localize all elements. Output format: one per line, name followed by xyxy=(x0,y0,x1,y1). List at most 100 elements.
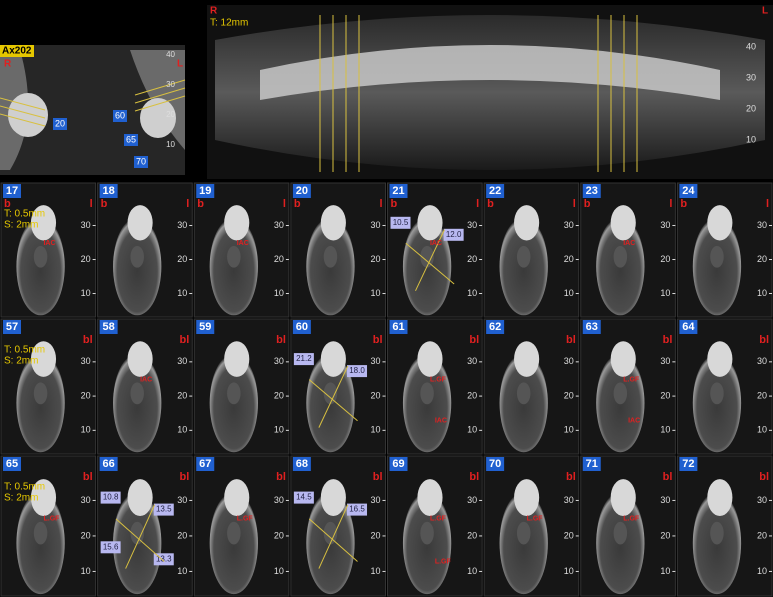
measure-line xyxy=(405,242,455,285)
annotation: L.GF xyxy=(435,558,452,565)
slice-number: 21 xyxy=(392,185,404,197)
marker-label: 20 xyxy=(55,118,65,128)
orientation: L xyxy=(762,6,768,17)
orientation: bl xyxy=(83,471,93,483)
slice-info: S: 2mm xyxy=(4,356,38,367)
orientation: R xyxy=(4,59,12,70)
canal xyxy=(323,521,338,545)
slice-number: 62 xyxy=(489,321,501,333)
scale-label: 10 xyxy=(564,566,574,576)
scale-label: 30 xyxy=(757,220,767,230)
scale-label: 30 xyxy=(467,220,477,230)
canal xyxy=(227,382,241,405)
scale-label: 30 xyxy=(564,356,574,366)
scale-label: 10 xyxy=(81,566,91,576)
tooth xyxy=(417,479,443,517)
canal xyxy=(33,382,48,405)
slice-number-box xyxy=(99,184,118,198)
tooth xyxy=(514,479,540,517)
section-panel: 58 bl 30 20 10 IAC xyxy=(97,318,193,455)
canal xyxy=(613,245,628,268)
scale-label: 10 xyxy=(370,425,380,435)
measure-line xyxy=(125,504,156,569)
slice-number: 57 xyxy=(6,321,18,333)
scale-label: 20 xyxy=(660,530,670,540)
scale-label: 20 xyxy=(274,530,284,540)
scale-label: 30 xyxy=(660,356,670,366)
scale-label: 30 xyxy=(564,495,574,505)
measure-line xyxy=(415,229,445,292)
orientation: bl xyxy=(276,334,286,346)
scale-label: 20 xyxy=(370,390,380,400)
slice-number: 58 xyxy=(103,321,115,333)
canal xyxy=(710,521,724,545)
tooth xyxy=(610,479,636,517)
scale-label: 20 xyxy=(177,254,187,264)
measure-box xyxy=(100,491,121,504)
canal xyxy=(420,245,434,268)
canal xyxy=(227,245,241,268)
tooth xyxy=(320,341,346,377)
slice-number-box xyxy=(99,457,118,471)
orientation: b xyxy=(391,198,398,210)
annotation: IAC xyxy=(43,240,55,247)
scale-label: 30 xyxy=(660,495,670,505)
scale-label: 30 xyxy=(166,80,175,89)
slice-number-box xyxy=(389,184,408,198)
scale-label: 10 xyxy=(274,566,284,576)
tooth xyxy=(224,341,250,377)
tooth xyxy=(417,205,443,241)
scale-label: 30 xyxy=(177,220,187,230)
orientation: R xyxy=(210,6,218,17)
scale-label: 30 xyxy=(274,495,284,505)
measure-value: 16.5 xyxy=(349,505,365,514)
slice-number-box xyxy=(582,320,601,334)
slice-number-box xyxy=(679,184,698,198)
canal xyxy=(516,382,531,405)
tooth xyxy=(127,205,153,241)
tooth xyxy=(320,479,346,517)
section-panel: 67 bl 30 20 10 L.GF xyxy=(193,455,290,597)
marker-label: 70 xyxy=(136,156,146,166)
scale-label: 10 xyxy=(370,566,380,576)
canal xyxy=(420,521,434,545)
scale-label: 30 xyxy=(370,495,380,505)
scale-label: 20 xyxy=(467,390,477,400)
measure-line xyxy=(308,379,358,422)
scale-label: 10 xyxy=(166,140,175,149)
annotation: IAC xyxy=(140,376,152,383)
annotation: L.GF xyxy=(623,376,640,383)
canal xyxy=(420,382,434,405)
scale-label: 10 xyxy=(660,566,670,576)
slice-number: 61 xyxy=(392,321,404,333)
scale-label: 30 xyxy=(274,356,284,366)
orientation: b xyxy=(680,198,687,210)
scale-label: 40 xyxy=(166,50,175,59)
section-panel: 66 bl 30 20 10 10.8 13.5 15.6 13.3 xyxy=(97,455,193,597)
scale-label: 20 xyxy=(81,390,91,400)
orientation: b xyxy=(487,198,494,210)
orientation: bl xyxy=(663,471,673,483)
annotation: IAC xyxy=(430,240,442,247)
measure-box xyxy=(100,541,121,554)
scale-label: 20 xyxy=(467,254,477,264)
canal xyxy=(516,245,531,268)
slice-number-box xyxy=(196,184,215,198)
scale-label: 30 xyxy=(660,220,670,230)
annotation: L.GF xyxy=(237,516,254,523)
section-panel: 70 bl 30 20 10 L.GF xyxy=(483,455,580,597)
orientation: l xyxy=(476,198,479,210)
slice-number: 71 xyxy=(586,458,598,470)
scale-label: 10 xyxy=(660,425,670,435)
canal xyxy=(613,382,628,405)
section-panel: 59 bl 30 20 10 xyxy=(193,318,290,455)
slice-number: 67 xyxy=(199,458,211,470)
scale-label: 20 xyxy=(370,530,380,540)
scale-label: 30 xyxy=(757,356,767,366)
slice-number: 23 xyxy=(586,185,598,197)
orientation: l xyxy=(573,198,576,210)
slice-number-box xyxy=(679,320,698,334)
